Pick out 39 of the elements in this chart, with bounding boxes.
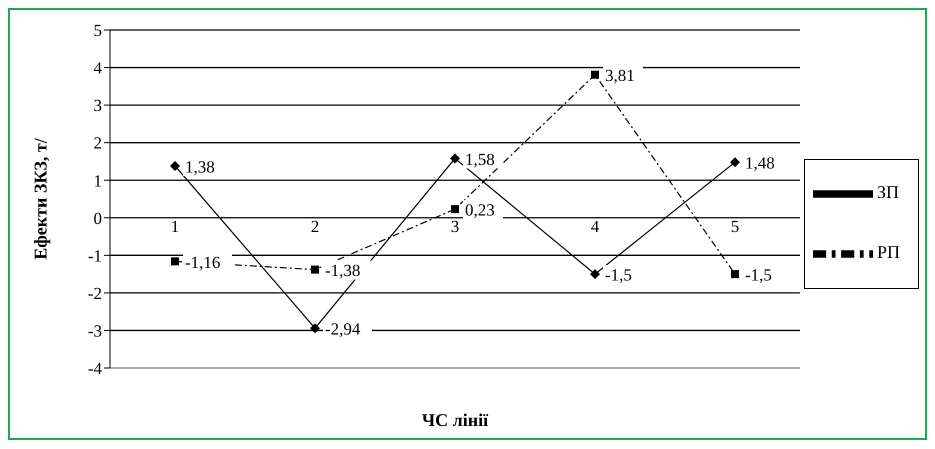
- data-label: 1,48: [744, 154, 775, 173]
- point: [450, 205, 459, 214]
- y-axis-title: Ефекти ЗКЗ, т/: [30, 137, 50, 260]
- y-tick-label: 4: [94, 58, 102, 78]
- y-tick-label: 3: [94, 96, 102, 116]
- data-label: -2,94: [324, 320, 361, 339]
- data-label: -1,5: [604, 266, 632, 285]
- legend-label: ЗП: [876, 182, 900, 202]
- data-label: -1,16: [185, 252, 220, 272]
- x-tick-label: 3: [450, 216, 460, 236]
- y-tick-label: -3: [88, 321, 102, 340]
- y-tick-label: -2: [88, 284, 102, 303]
- x-tick-label: 2: [310, 216, 320, 236]
- point: [590, 70, 599, 79]
- legend-label: РП: [876, 242, 900, 262]
- point: [590, 269, 600, 280]
- data-label: 1,58: [464, 150, 495, 169]
- point: [310, 323, 320, 334]
- data-label: 1,38: [185, 157, 215, 176]
- point: [730, 270, 739, 278]
- point: [310, 266, 319, 274]
- y-tick-label: 5: [94, 21, 102, 40]
- data-label: 3,81: [604, 66, 635, 86]
- x-axis-title: ЧС лінії: [422, 410, 490, 430]
- y-tick-label: 1: [94, 171, 102, 190]
- point: [170, 160, 180, 171]
- point: [171, 257, 179, 266]
- data-label: 0,23: [464, 200, 495, 220]
- y-tick-label: 0: [94, 208, 102, 228]
- data-label: -1,5: [744, 266, 772, 285]
- x-tick-label: 5: [730, 216, 740, 236]
- data-label: -1,38: [324, 261, 360, 280]
- x-tick-label: 4: [590, 216, 600, 236]
- point: [450, 153, 460, 164]
- point: [730, 157, 740, 168]
- y-tick-label: 2: [94, 134, 102, 153]
- x-tick-label: 1: [170, 216, 180, 236]
- y-tick-label: -4: [88, 359, 102, 378]
- y-tick-label: -1: [88, 246, 102, 266]
